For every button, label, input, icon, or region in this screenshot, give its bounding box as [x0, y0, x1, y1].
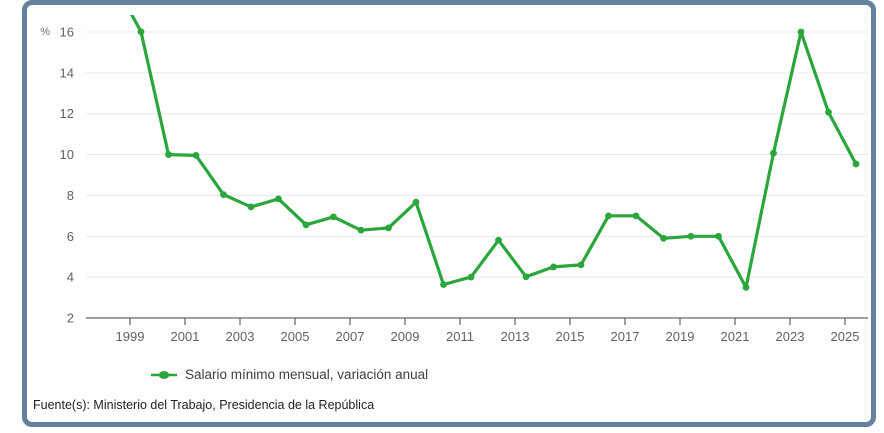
- data-point[interactable]: [495, 236, 502, 244]
- data-point[interactable]: [165, 151, 172, 158]
- data-point[interactable]: [247, 203, 255, 211]
- y-tick-label: 14: [60, 65, 74, 80]
- data-point[interactable]: [275, 195, 282, 203]
- y-tick-label: 12: [60, 106, 74, 121]
- x-tick-label: 2019: [666, 329, 695, 344]
- data-point[interactable]: [632, 212, 640, 220]
- data-point[interactable]: [440, 281, 447, 288]
- x-tick-label: 2011: [446, 329, 474, 344]
- x-tick-label: 2023: [776, 329, 805, 344]
- data-point[interactable]: [357, 226, 365, 234]
- data-point[interactable]: [715, 232, 722, 240]
- x-tick-label: 2009: [391, 329, 420, 344]
- data-point[interactable]: [467, 273, 475, 281]
- data-point[interactable]: [825, 108, 832, 116]
- x-tick-label: 2003: [226, 329, 255, 344]
- x-axis-labels: 1999 2001 2003 2005 2007 2009 2011 2013 2015 2017…: [116, 318, 860, 344]
- x-tick-label: 2001: [171, 329, 200, 344]
- y-tick-label: 10: [60, 147, 74, 162]
- y-tick-label: 6: [67, 229, 74, 244]
- y-tick-label: 4: [67, 270, 74, 285]
- legend-item[interactable]: Salario mínimo mensual, variación anual: [151, 367, 428, 382]
- y-axis-labels: 2 4 6 8 10 12 14 16: [60, 24, 74, 325]
- legend-label: Salario mínimo mensual, variación anual: [185, 367, 429, 382]
- x-tick-label: 2021: [721, 329, 750, 344]
- data-point[interactable]: [192, 151, 200, 159]
- x-tick-label: 2017: [611, 329, 640, 344]
- data-point[interactable]: [550, 263, 557, 271]
- data-point[interactable]: [302, 221, 310, 229]
- x-tick-label: 2025: [831, 329, 860, 344]
- x-tick-label: 2005: [281, 329, 310, 344]
- x-tick-label: 2007: [336, 329, 365, 344]
- data-point[interactable]: [330, 213, 337, 221]
- data-point[interactable]: [385, 224, 392, 232]
- data-point[interactable]: [577, 261, 585, 269]
- chart-card: [22, 0, 876, 427]
- data-point[interactable]: [605, 212, 612, 220]
- data-point[interactable]: [220, 191, 227, 199]
- x-tick-label: 1999: [116, 329, 145, 344]
- series-line: [130, 15, 858, 289]
- data-point[interactable]: [412, 198, 420, 206]
- y-tick-label: 8: [67, 188, 74, 203]
- data-point[interactable]: [742, 283, 750, 291]
- y-axis-unit-label: %: [40, 26, 50, 38]
- source-note: Fuente(s): Ministerio del Trabajo, Presi…: [33, 398, 375, 412]
- y-tick-label: 16: [60, 24, 74, 39]
- data-point[interactable]: [797, 28, 805, 36]
- data-point[interactable]: [137, 28, 145, 36]
- data-point[interactable]: [660, 234, 667, 242]
- data-point[interactable]: [852, 160, 860, 168]
- data-point[interactable]: [687, 232, 695, 240]
- x-tick-label: 2015: [556, 329, 585, 344]
- data-points: [137, 28, 860, 291]
- data-point[interactable]: [522, 273, 530, 281]
- y-tick-label: 2: [67, 311, 74, 326]
- series-marker-icon: [151, 370, 177, 379]
- x-tick-label: 2013: [501, 329, 530, 344]
- data-point[interactable]: [770, 149, 777, 157]
- gridlines: [86, 31, 868, 278]
